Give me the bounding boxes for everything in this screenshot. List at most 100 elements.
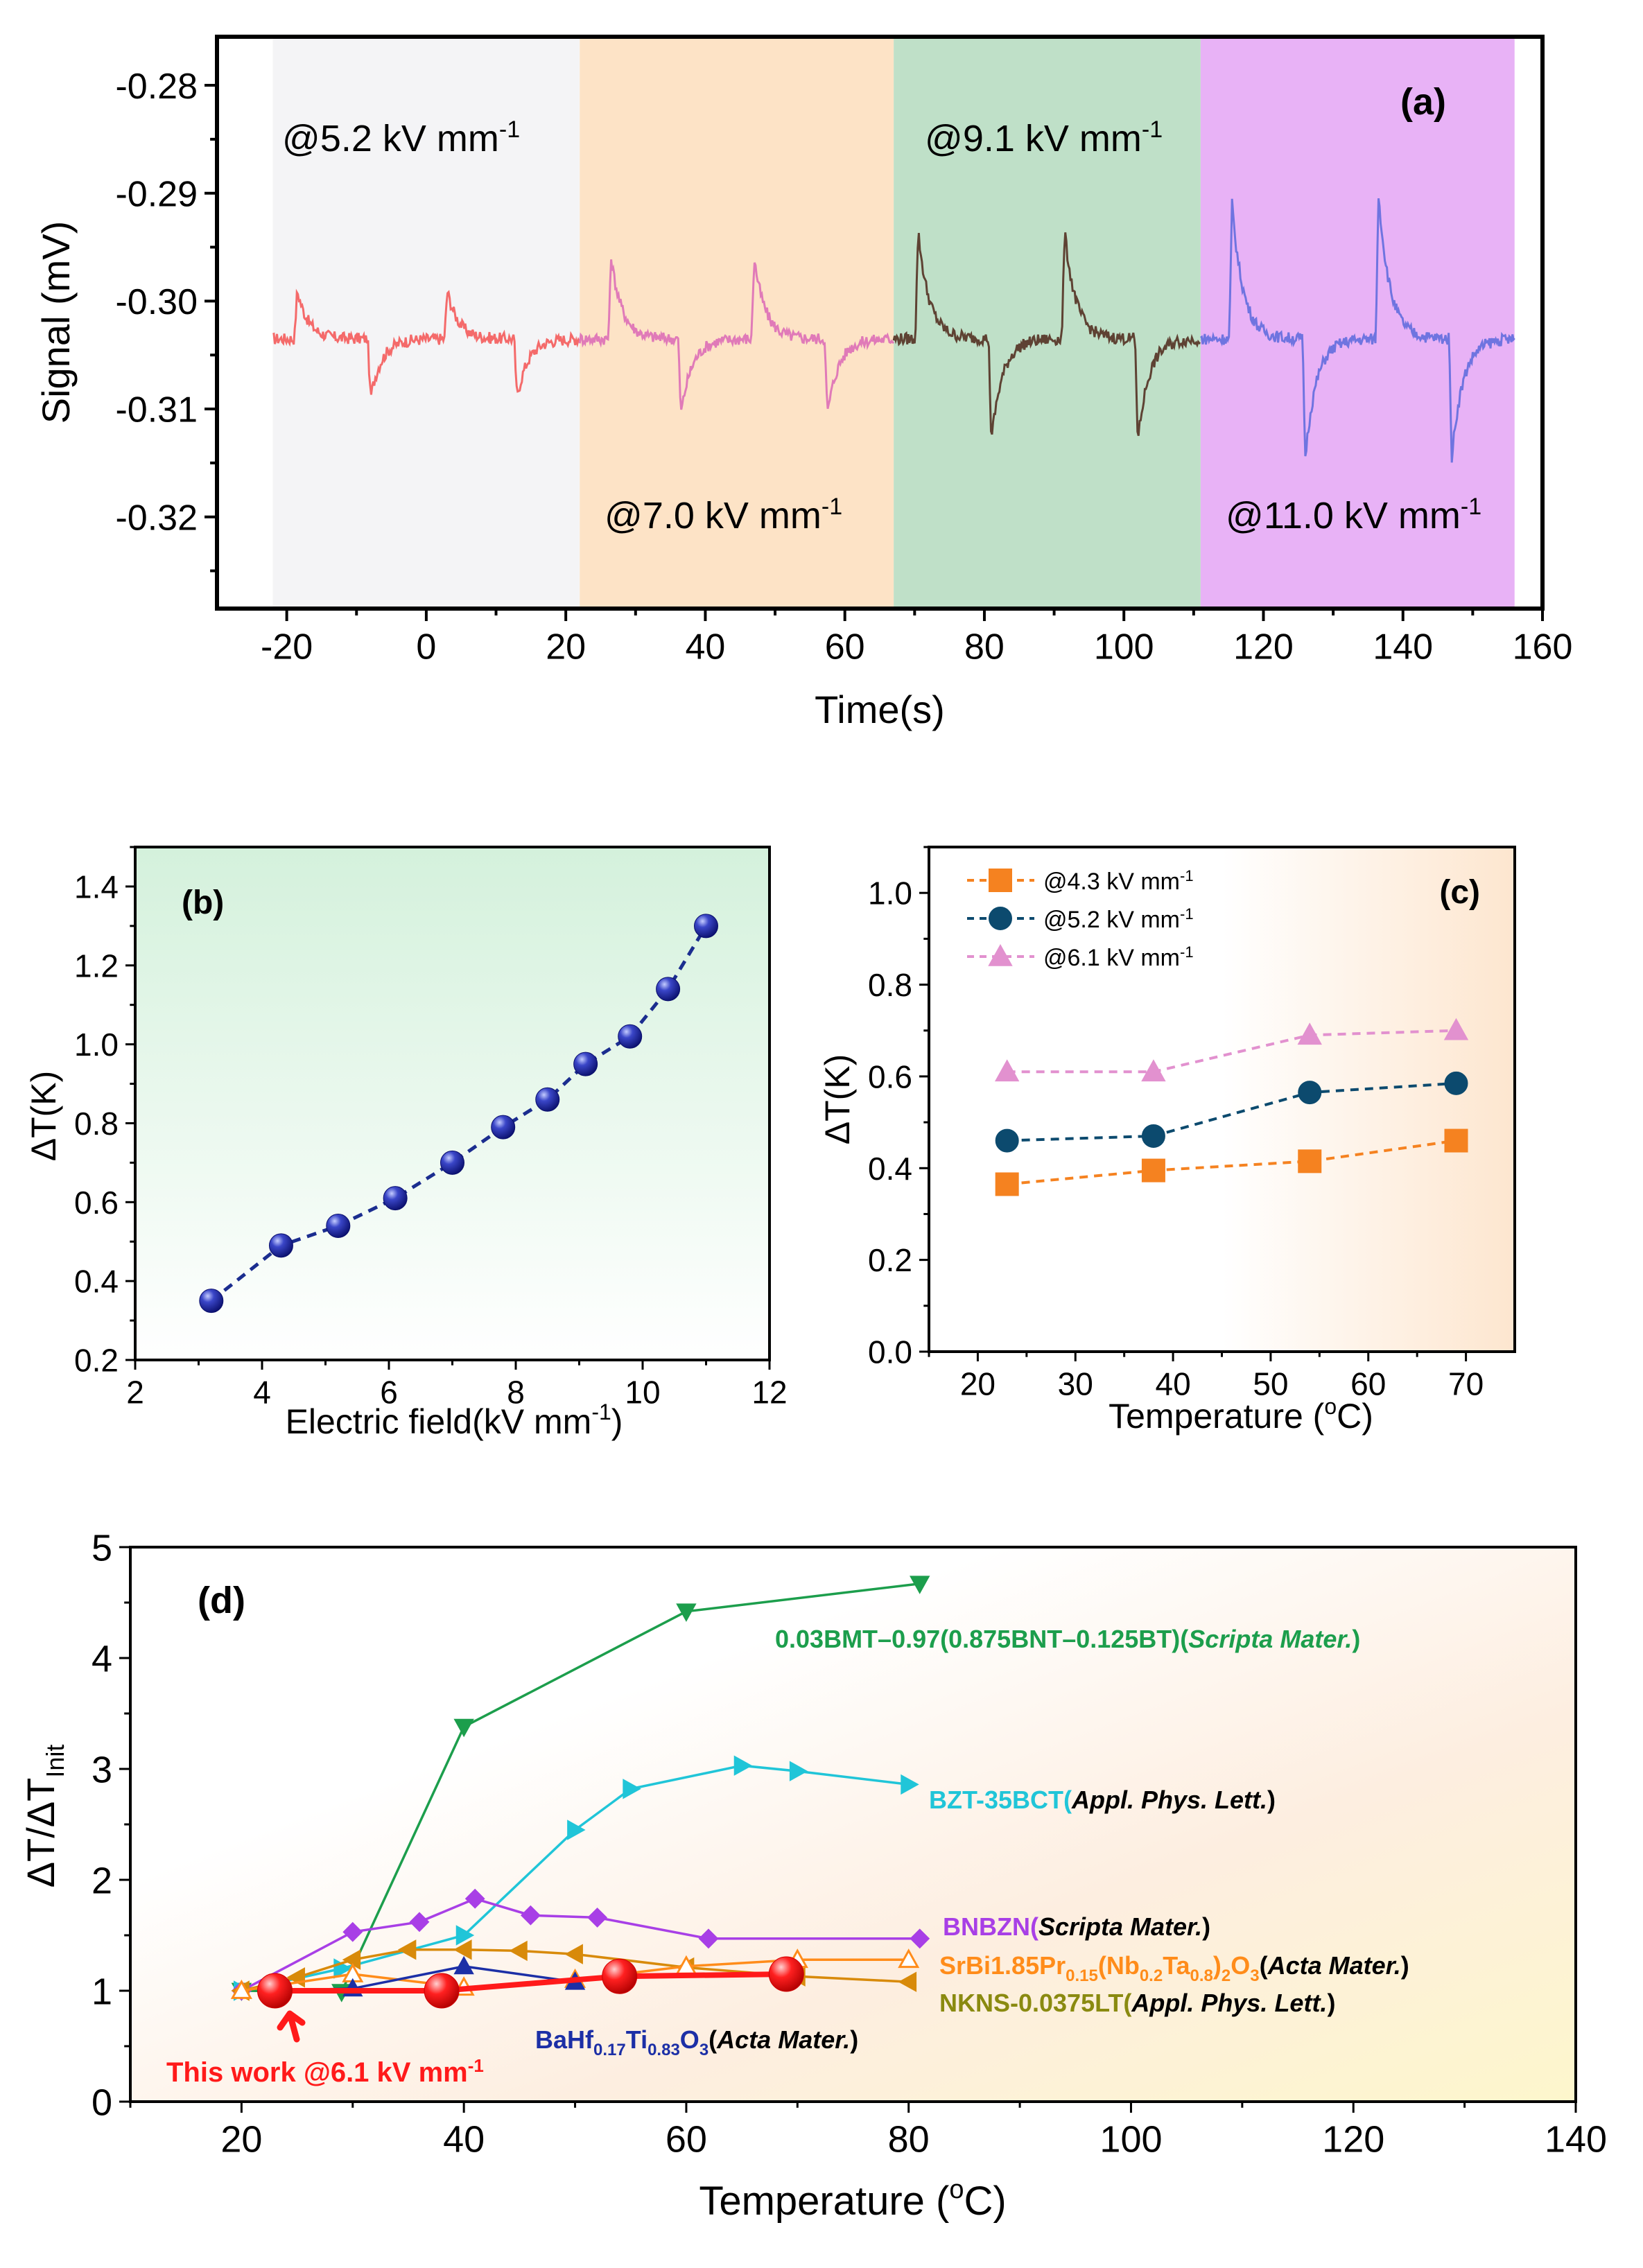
a-panel-label: (a): [1400, 81, 1446, 123]
b-background: [135, 847, 770, 1360]
d-series-line-1: [275, 1971, 787, 1994]
c-legend-marker-2: [989, 907, 1012, 930]
d-data-point: [910, 1928, 930, 1949]
c-legend-marker-1: [989, 869, 1012, 892]
b-y-axis-title: ΔT(K): [24, 1071, 63, 1162]
d-data-point: [602, 1958, 638, 1994]
b-data-point: [383, 1186, 408, 1211]
d-label-bmt: 0.03BMT–0.97(0.875BNT–0.125BT)(Scripta M…: [775, 1625, 1360, 1653]
b-data-point: [573, 1052, 598, 1076]
y-tick-label: 5: [92, 1527, 112, 1569]
x-tick-label: 40: [685, 627, 725, 668]
y-tick-label: 0.6: [868, 1058, 912, 1094]
x-tick-label: 20: [960, 1366, 996, 1402]
x-tick-label: 120: [1322, 2119, 1384, 2161]
x-tick-label: 6: [380, 1374, 398, 1410]
d-data: [230, 1576, 930, 2009]
x-tick-label: 140: [1373, 627, 1433, 668]
d-data-point: [564, 1944, 583, 1964]
y-tick-label: 4: [92, 1638, 112, 1680]
d-series-line-6: [241, 1764, 909, 1992]
d-data-point: [898, 1948, 920, 1969]
d-data-point: [768, 1956, 804, 1992]
a-label-segment-4: @11.0 kV mm-1: [1226, 494, 1481, 537]
d-data-point: [453, 1939, 472, 1960]
y-tick-label: 0.4: [868, 1151, 912, 1187]
d-data-point: [342, 1921, 363, 1942]
c-data-point: [995, 1172, 1019, 1196]
d-data-point: [587, 1907, 608, 1928]
c-data-point: [995, 1128, 1019, 1153]
a-signal-traces: [272, 198, 1515, 463]
a-trace-3: [892, 232, 1201, 436]
c-series-line-2: [1007, 1081, 1457, 1142]
b-data-point: [326, 1213, 351, 1238]
c-data-point: [1298, 1081, 1322, 1105]
d-data-point: [520, 1905, 541, 1926]
c-data-point: [1443, 1018, 1469, 1040]
c-data: [994, 1018, 1469, 1196]
x-tick-label: 8: [507, 1374, 525, 1410]
a-trace-1: [272, 288, 581, 395]
d-data-point: [901, 1774, 919, 1795]
y-tick-label: -0.30: [115, 282, 198, 322]
x-tick-label: 40: [1155, 1366, 1190, 1402]
y-tick-label: 0.2: [868, 1242, 912, 1278]
c-x-axis-title: Temperature (oC): [1109, 1394, 1373, 1436]
x-tick-label: 4: [253, 1374, 271, 1410]
y-tick-label: 0.8: [74, 1106, 119, 1142]
d-data-point: [789, 1761, 808, 1781]
x-tick-label: 12: [751, 1374, 787, 1410]
x-tick-label: 2: [126, 1374, 144, 1410]
d-series-line-4: [241, 1948, 909, 1992]
x-tick-label: 100: [1099, 2119, 1162, 2161]
d-y-axis-title: ΔT/ΔTInit: [19, 1745, 69, 1888]
d-data-point: [898, 1971, 917, 1992]
panel-d: 20 40 60 80 100 120 140 0 1 2 3 4 5 (d) 0.03BMT–0.97…: [19, 1527, 1607, 2224]
d-label-bnbzn: BNBZN(Scripta Mater.): [943, 1912, 1210, 1941]
y-tick-label: 0.2: [74, 1343, 119, 1379]
y-tick-label: 1.2: [74, 948, 119, 984]
y-tick-label: -0.31: [115, 390, 198, 430]
d-this-work-arrow: [277, 2010, 306, 2043]
y-tick-label: 0.0: [868, 1334, 912, 1370]
x-tick-label: 80: [888, 2119, 930, 2161]
d-data-point: [567, 1820, 586, 1840]
a-band-3: [894, 37, 1201, 609]
a-label-segment-3: @9.1 kV mm-1: [925, 116, 1163, 159]
d-this-work-label: This work @6.1 kV mm-1: [166, 2055, 484, 2088]
d-data-point: [733, 1755, 753, 1776]
y-tick-label: -0.29: [115, 174, 198, 214]
c-data-point: [1141, 1158, 1165, 1183]
c-data-point: [1141, 1124, 1165, 1148]
y-tick-label: 0.8: [868, 967, 912, 1003]
x-tick-label: 100: [1094, 627, 1154, 668]
d-data-point: [464, 1888, 485, 1909]
y-tick-label: 3: [92, 1749, 112, 1790]
b-data-point: [440, 1150, 464, 1175]
c-data-point: [994, 1059, 1020, 1082]
d-data-point: [698, 1928, 719, 1949]
d-label-srbi: SrBi1.85Pr0.15(Nb0.2Ta0.8)2O3(Acta Mater…: [939, 1951, 1409, 1985]
a-field-bands: [272, 37, 1515, 609]
d-data-point: [397, 1939, 417, 1960]
c-ticks: 20 30 40 50 60 70 0.0 0.2 0.4 0.6 0.8 1.0: [868, 846, 1484, 1402]
c-data-point: [1444, 1128, 1468, 1153]
b-data-point: [199, 1289, 224, 1314]
d-background: [130, 1547, 1576, 2102]
b-ticks: 2 4 6 8 10 12 0.2 0.4 0.6 0.8 1.0 1.2 1.4: [74, 846, 788, 1410]
panel-a: -20 0 20 40 60 80 100 120 140 160 -0.28 -0.29 -0.30 -…: [34, 35, 1572, 731]
d-label-bzt: BZT-35BCT(Appl. Phys. Lett.): [929, 1786, 1276, 1814]
d-data-point: [424, 1973, 460, 2009]
d-panel-label: (d): [198, 1580, 245, 1621]
b-data-point: [491, 1115, 516, 1140]
b-data-point: [656, 977, 681, 1002]
a-trace-2: [578, 259, 895, 410]
a-label-segment-2: @7.0 kV mm-1: [605, 494, 842, 537]
x-tick-label: 60: [666, 2119, 707, 2161]
a-trace-4: [1200, 198, 1515, 463]
d-data-point: [910, 1576, 930, 1594]
c-data-point: [1141, 1059, 1166, 1082]
panel-c: 20 30 40 50 60 70 0.0 0.2 0.4 0.6 0.8 1.0 @4.3 kV m…: [818, 846, 1516, 1436]
d-data-point: [509, 1940, 528, 1962]
